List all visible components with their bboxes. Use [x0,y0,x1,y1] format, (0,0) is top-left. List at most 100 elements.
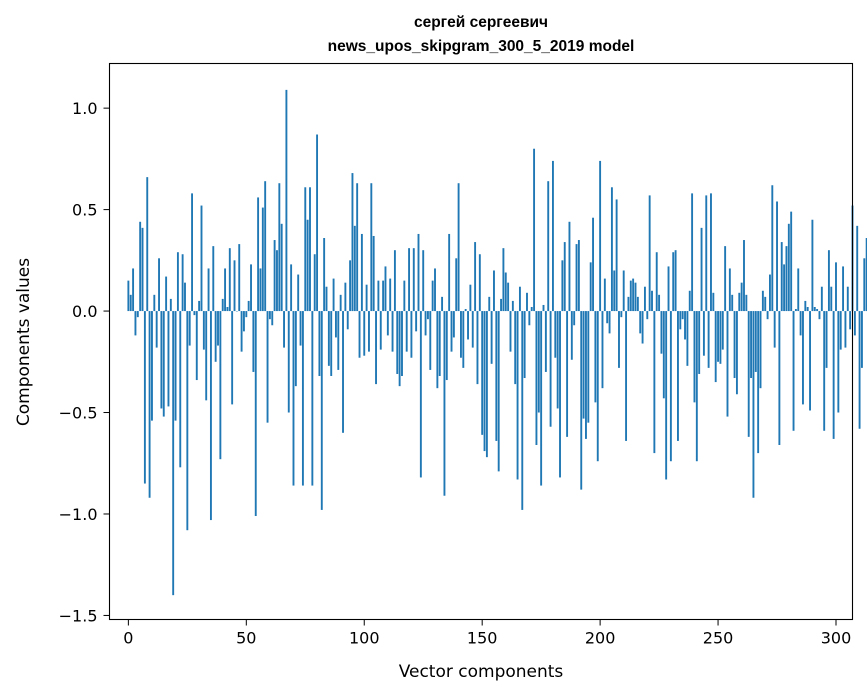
bar-299 [832,311,835,439]
bar-119 [408,248,411,312]
bar-264 [750,311,753,379]
bar-89 [337,311,340,370]
bar-73 [299,311,302,346]
bar-303 [842,266,845,312]
bar-50 [245,311,248,318]
bar-268 [759,311,762,389]
bar-16 [165,276,168,312]
chart-title: сергей сергеевич [414,14,548,31]
x-tick-label: 300 [821,629,852,648]
bar-271 [766,311,769,320]
bar-61 [271,311,274,326]
bar-229 [667,266,670,312]
bar-261 [743,240,745,312]
bar-219 [643,286,646,312]
bar-59 [266,311,269,423]
bar-192 [580,311,583,490]
bar-30 [198,300,201,312]
bar-0 [127,280,130,312]
bar-57 [261,207,264,312]
bar-20 [174,311,177,421]
bar-36 [212,246,215,312]
y-axis-label: Components values [14,258,34,426]
bar-212 [627,296,630,312]
bar-152 [485,311,488,458]
bar-118 [405,311,408,352]
bar-87 [332,278,335,312]
bar-49 [243,311,245,332]
x-axis-ticks: 0 50 100 150 200 250 300 [123,619,852,648]
bar-260 [740,282,743,312]
bar-56 [259,268,262,312]
bar-31 [200,205,203,312]
bar-100 [363,311,366,356]
x-tick-label: 0 [123,629,133,648]
bar-208 [618,311,620,368]
bar-69 [290,264,293,312]
bar-54 [254,311,257,517]
bar-200 [599,160,602,312]
bar-62 [273,240,276,312]
x-tick-label: 150 [467,629,498,648]
bar-1 [129,294,132,312]
bar-228 [665,311,668,480]
bar-115 [398,311,401,387]
bar-146 [471,311,474,348]
bar-221 [648,195,651,312]
bar-257 [733,311,736,379]
bar-233 [677,311,679,441]
bar-282 [792,311,795,431]
bar-91 [342,311,344,433]
bar-189 [573,311,576,326]
bar-66 [283,311,285,348]
bar-215 [634,282,637,312]
bar-237 [686,311,689,366]
bar-29 [195,311,198,381]
bar-176 [542,304,545,312]
bar-52 [250,264,252,312]
bar-254 [726,311,729,417]
bar-96 [353,225,356,312]
bar-209 [620,311,623,318]
bar-32 [202,311,205,350]
bar-39 [219,311,222,460]
bar-92 [344,282,347,312]
bar-312 [863,258,866,312]
bar-173 [535,311,538,445]
bar-139 [455,258,458,312]
bar-191 [577,240,580,312]
bar-15 [162,311,165,417]
bar-33 [205,311,208,401]
bar-295 [823,311,826,431]
x-tick-label: 100 [349,629,380,648]
bar-120 [410,311,413,358]
bar-180 [552,160,554,312]
bar-227 [662,311,665,399]
bar-158 [500,298,502,312]
bar-293 [818,311,821,320]
bar-98 [358,311,361,358]
bar-166 [518,286,521,312]
bar-214 [632,278,635,312]
bar-275 [776,201,778,312]
bar-183 [559,311,561,478]
bar-240 [693,311,696,403]
bar-12 [155,311,158,348]
bar-64 [278,183,281,312]
bar-185 [563,242,566,312]
bar-45 [233,260,236,312]
bar-269 [761,290,764,312]
bar-220 [646,311,649,320]
bar-230 [669,311,672,462]
bar-288 [806,307,809,312]
bar-122 [415,311,418,332]
bar-168 [523,311,526,379]
bar-272 [769,274,771,312]
x-tick-label: 200 [585,629,616,648]
bar-11 [153,294,156,312]
y-tick-label: 0.5 [72,201,97,220]
x-axis-label: Vector components [399,662,564,682]
bar-4 [136,311,139,318]
bar-47 [238,244,241,312]
bar-165 [516,311,519,480]
